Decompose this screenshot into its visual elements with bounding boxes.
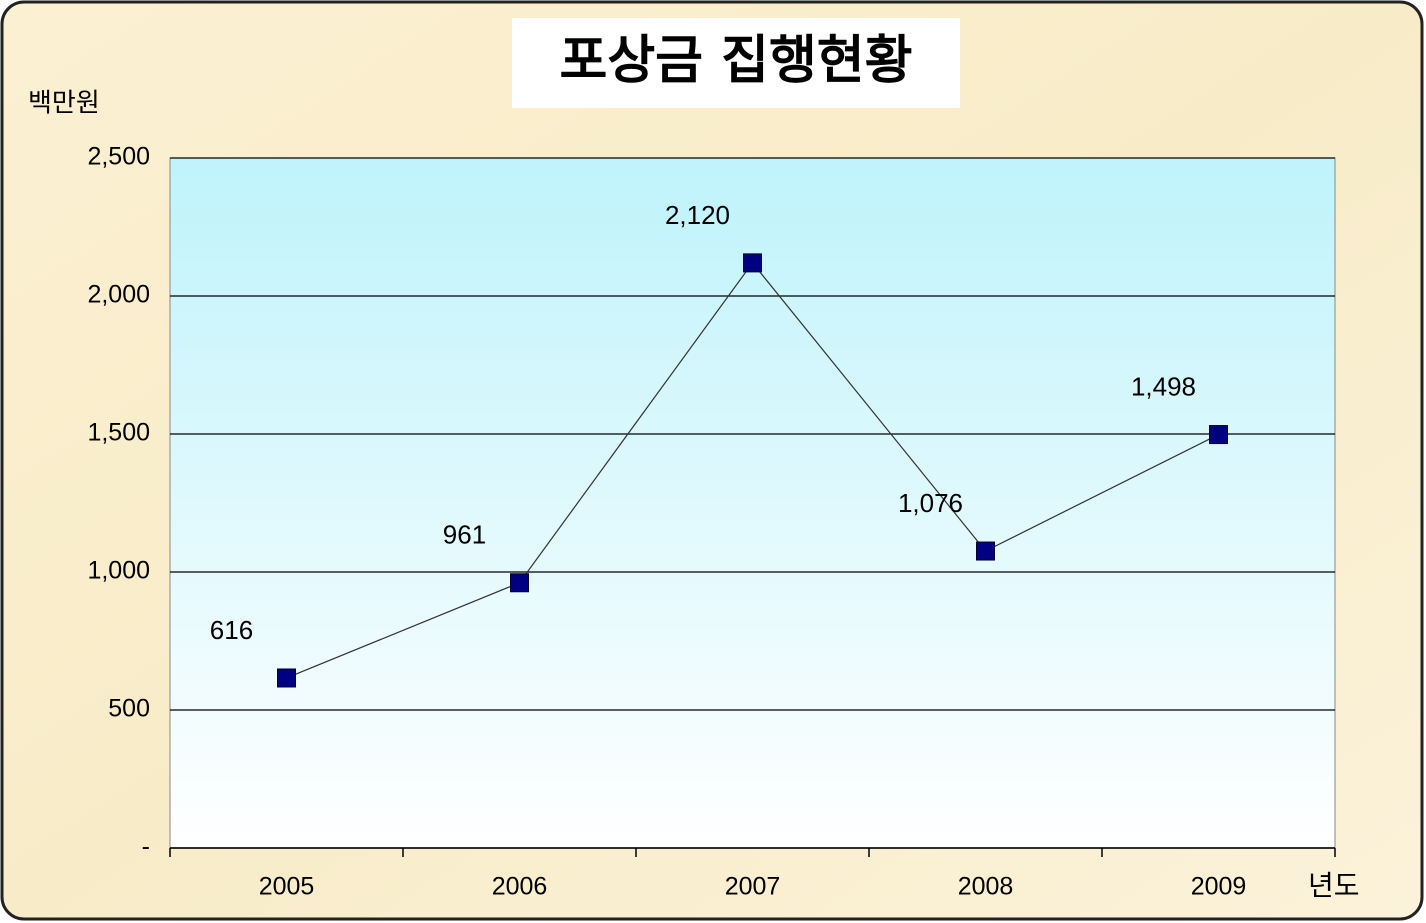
- y-tick-label: 500: [108, 695, 150, 723]
- x-tick-label: 2008: [958, 873, 1014, 901]
- x-axis-label: 년도: [1308, 869, 1360, 902]
- data-label: 1,076: [898, 488, 963, 518]
- point-marker: [743, 253, 762, 273]
- x-tick-label: 2006: [492, 873, 548, 901]
- data-label: 616: [210, 615, 253, 645]
- y-tick-label: 2,000: [87, 281, 150, 309]
- point-marker: [976, 541, 995, 561]
- title-box: [512, 18, 960, 108]
- y-axis-label: 백만원: [28, 89, 100, 119]
- data-label: 2,120: [665, 200, 730, 230]
- plot-area: [169, 157, 1336, 849]
- x-tick-label: 2009: [1191, 873, 1247, 901]
- y-tick-label: 1,000: [87, 557, 150, 585]
- y-tick-label: -: [142, 833, 150, 861]
- data-label: 961: [443, 520, 486, 550]
- chart-title: 포상금 집행현황: [560, 31, 913, 91]
- y-tick-label: 1,500: [87, 419, 150, 447]
- x-tick-label: 2007: [725, 873, 781, 901]
- point-marker: [510, 573, 529, 593]
- point-marker: [277, 668, 296, 688]
- point-marker: [1209, 425, 1228, 445]
- data-label: 1,498: [1131, 371, 1196, 401]
- x-tick-label: 2005: [259, 873, 315, 901]
- y-tick-label: 2,500: [87, 143, 150, 171]
